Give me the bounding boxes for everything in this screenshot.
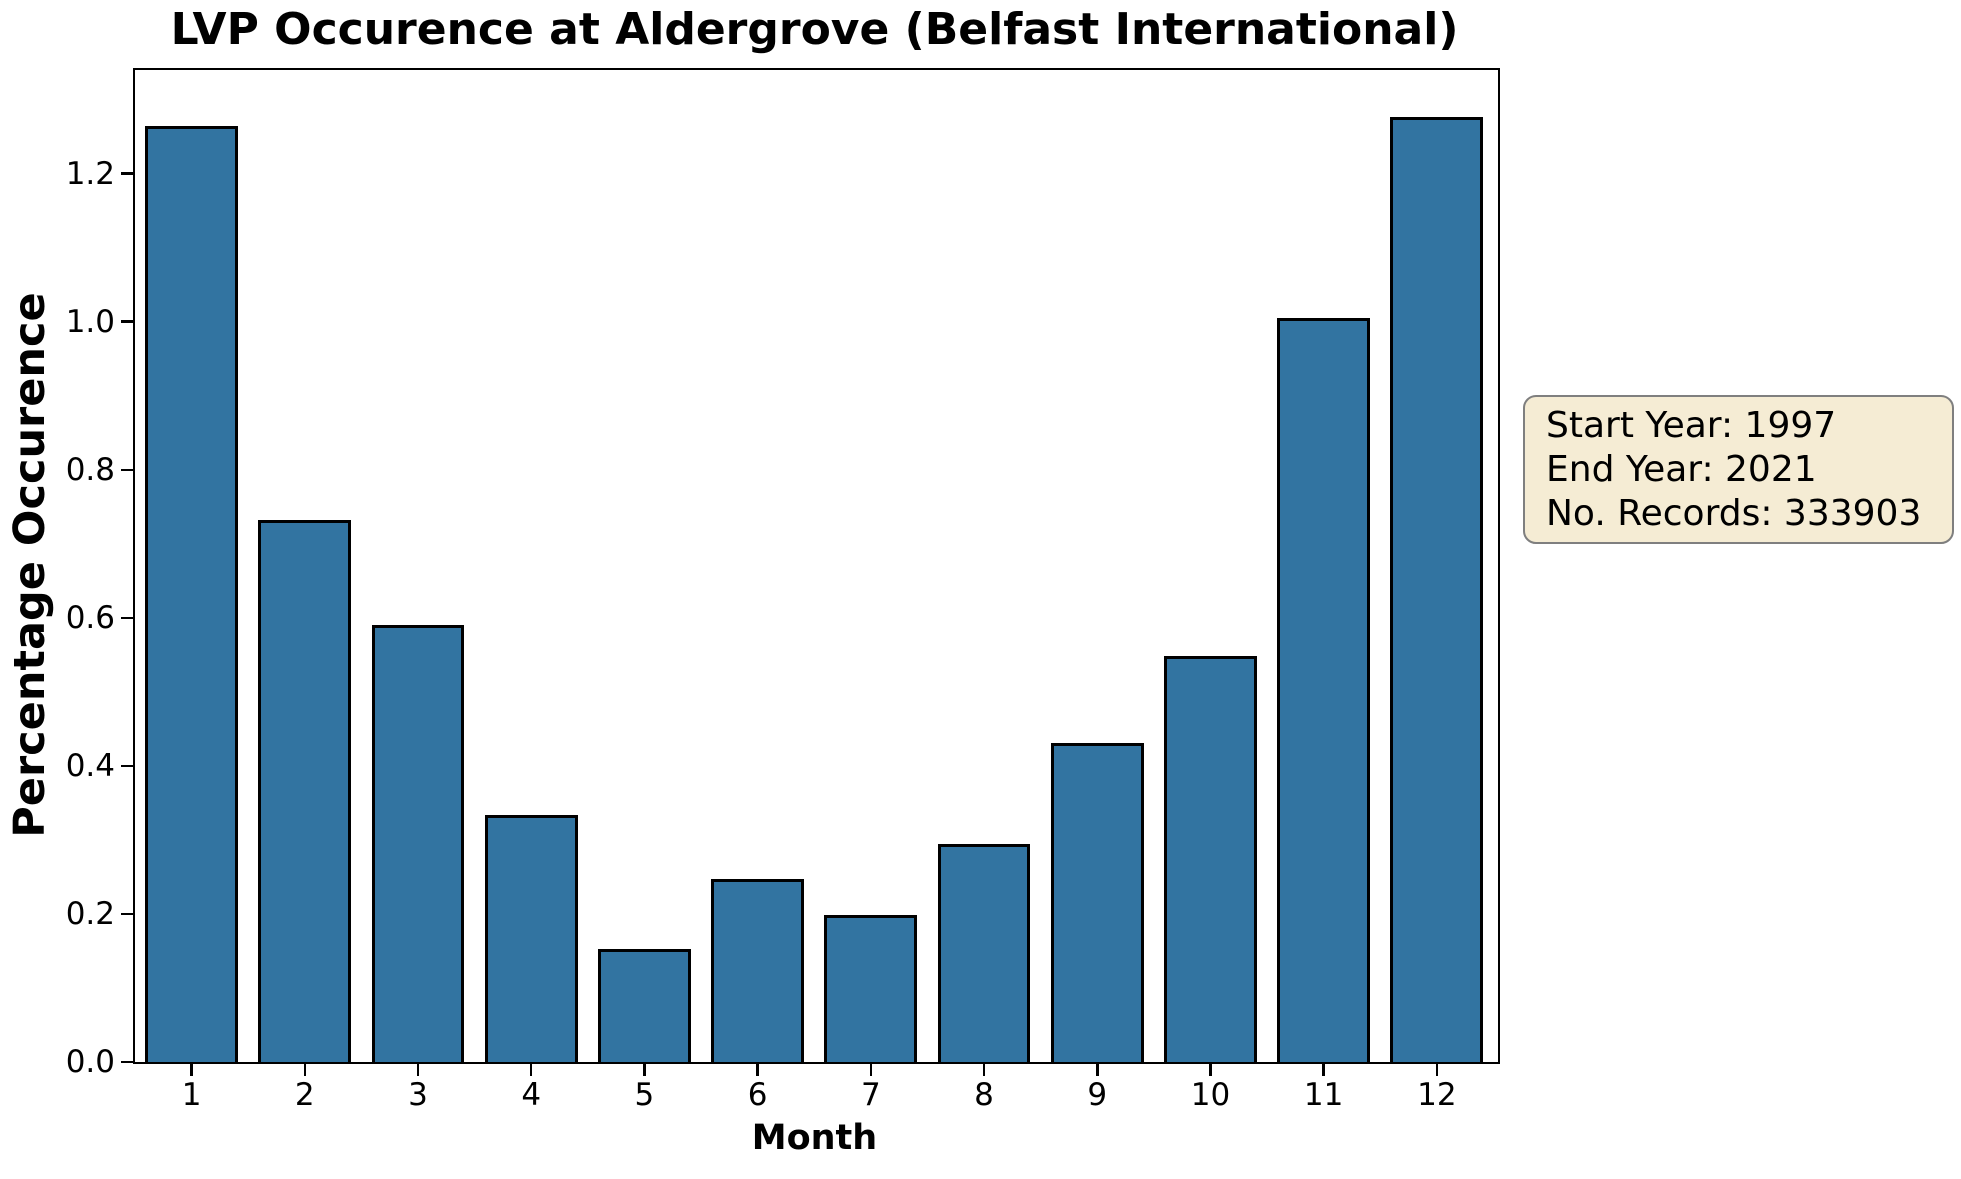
x-tick-mark-3 xyxy=(416,1064,420,1076)
annotation-line-records: No. Records: 333903 xyxy=(1546,493,1922,534)
plot-area: 1 2 3 4 5 6 7 8 9 10 11 12 0.0 0.2 0.4 0.6 0.8 1.0 1.2 xyxy=(66,68,1500,1113)
bar-month-12 xyxy=(1390,116,1484,1062)
x-tick-label-7: 7 xyxy=(860,1077,881,1113)
ticks-layer: 1 2 3 4 5 6 7 8 9 10 11 12 0.0 0.2 0.4 0.6 0.8 1.0 1.2 xyxy=(66,70,1498,1113)
x-axis-label: Month xyxy=(751,1118,878,1158)
y-tick-label-0.0: 0.0 xyxy=(65,1044,115,1080)
bar-month-7 xyxy=(824,915,918,1062)
annotation-line-start-year: Start Year: 1997 xyxy=(1546,405,1837,446)
y-tick-label-0.4: 0.4 xyxy=(65,747,115,784)
bar-month-1 xyxy=(145,125,239,1062)
x-tick-mark-8 xyxy=(982,1064,986,1076)
x-tick-mark-9 xyxy=(1096,1064,1099,1076)
bar-month-8 xyxy=(937,843,1031,1062)
x-tick-mark-2 xyxy=(303,1064,307,1076)
bar-month-3 xyxy=(371,625,465,1062)
chart-title: LVP Occurence at Aldergrove (Belfast Int… xyxy=(170,4,1459,55)
x-tick-label-8: 8 xyxy=(974,1077,994,1113)
x-tick-label-5: 5 xyxy=(634,1077,655,1113)
x-tick-mark-5 xyxy=(643,1064,646,1076)
y-tick-mark-0.6 xyxy=(121,616,133,620)
bar-month-4 xyxy=(484,814,578,1062)
x-tick-label-10: 10 xyxy=(1190,1077,1231,1113)
y-tick-mark-1.0 xyxy=(121,320,133,323)
x-tick-mark-4 xyxy=(529,1064,533,1076)
x-tick-label-3: 3 xyxy=(408,1077,428,1113)
x-tick-mark-1 xyxy=(190,1064,193,1076)
x-tick-label-4: 4 xyxy=(521,1077,542,1113)
bars-layer xyxy=(135,70,1498,1062)
x-tick-label-12: 12 xyxy=(1417,1077,1457,1113)
x-tick-mark-7 xyxy=(869,1064,873,1076)
bar-month-2 xyxy=(258,520,352,1062)
x-tick-label-11: 11 xyxy=(1303,1077,1344,1113)
y-tick-label-0.2: 0.2 xyxy=(65,895,115,932)
y-tick-label-0.6: 0.6 xyxy=(65,599,115,636)
bar-month-6 xyxy=(711,879,805,1062)
annotation-box: Start Year: 1997 End Year: 2021 No. Reco… xyxy=(1523,395,1954,544)
x-tick-label-6: 6 xyxy=(747,1077,768,1113)
y-tick-label-0.8: 0.8 xyxy=(65,451,115,488)
annotation-line-end-year: End Year: 2021 xyxy=(1546,449,1817,490)
x-tick-mark-11 xyxy=(1322,1064,1325,1076)
bar-month-11 xyxy=(1277,318,1371,1062)
x-tick-mark-6 xyxy=(756,1064,759,1076)
y-tick-mark-0.8 xyxy=(121,468,133,471)
x-tick-label-2: 2 xyxy=(294,1077,315,1113)
y-tick-mark-0.4 xyxy=(121,764,133,768)
bar-month-5 xyxy=(598,949,691,1062)
y-tick-label-1.2: 1.2 xyxy=(65,155,115,192)
bar-month-9 xyxy=(1050,742,1144,1062)
y-tick-label-1.0: 1.0 xyxy=(65,303,115,340)
x-tick-mark-12 xyxy=(1435,1064,1439,1076)
y-tick-mark-0.2 xyxy=(121,912,133,916)
x-tick-label-9: 9 xyxy=(1087,1077,1108,1113)
y-tick-mark-0.0 xyxy=(121,1060,133,1064)
bar-month-10 xyxy=(1164,655,1257,1062)
x-tick-label-1: 1 xyxy=(181,1077,202,1113)
y-tick-mark-1.2 xyxy=(121,172,133,175)
x-tick-mark-10 xyxy=(1209,1064,1212,1076)
